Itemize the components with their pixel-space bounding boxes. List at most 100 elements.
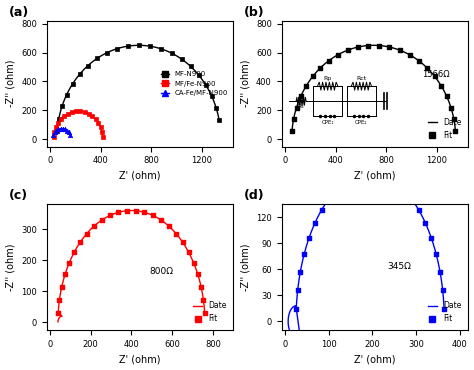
- Point: [288, 128, 296, 134]
- Point: [51, 130, 58, 135]
- Point: [85, 111, 92, 117]
- Point: [83, 231, 91, 236]
- Point: [301, 251, 308, 257]
- Point: [76, 71, 83, 77]
- Point: [68, 109, 76, 115]
- Point: [371, 171, 379, 177]
- Point: [89, 113, 96, 119]
- Point: [208, 93, 215, 99]
- Legend: MF-N900, MF/Fe-N900, CA-Fe/MF-N900: MF-N900, MF/Fe-N900, CA-Fe/MF-N900: [159, 69, 230, 98]
- Point: [311, 220, 319, 226]
- Y-axis label: -Z'' (ohm): -Z'' (ohm): [6, 243, 16, 291]
- Point: [136, 42, 143, 48]
- Point: [381, 174, 388, 180]
- Point: [443, 94, 450, 100]
- Point: [56, 297, 64, 303]
- Point: [81, 109, 89, 115]
- Point: [447, 105, 455, 111]
- Text: 1566Ω: 1566Ω: [422, 70, 449, 79]
- Point: [415, 206, 422, 212]
- Point: [317, 65, 324, 71]
- Point: [146, 43, 154, 49]
- Point: [52, 124, 60, 130]
- Point: [65, 130, 73, 135]
- Point: [325, 58, 333, 64]
- Point: [64, 111, 72, 117]
- Point: [60, 113, 68, 119]
- Point: [93, 56, 101, 61]
- Point: [297, 94, 304, 100]
- Point: [290, 116, 297, 122]
- Point: [115, 209, 122, 215]
- Text: (a): (a): [9, 6, 29, 19]
- Point: [390, 179, 398, 185]
- Point: [55, 310, 62, 316]
- Point: [69, 81, 76, 87]
- Point: [67, 132, 74, 138]
- Point: [55, 120, 62, 126]
- Point: [64, 128, 71, 134]
- Point: [57, 117, 64, 122]
- Point: [431, 74, 438, 80]
- Point: [63, 92, 71, 98]
- Point: [125, 43, 132, 49]
- Point: [407, 195, 415, 201]
- Point: [202, 82, 210, 88]
- X-axis label: Z' (ohm): Z' (ohm): [354, 354, 396, 364]
- Point: [157, 217, 165, 223]
- X-axis label: Z' (ohm): Z' (ohm): [119, 171, 161, 181]
- Point: [438, 83, 445, 89]
- Point: [302, 83, 310, 89]
- Point: [98, 129, 106, 135]
- Point: [165, 223, 173, 229]
- Point: [190, 260, 197, 266]
- Text: 345Ω: 345Ω: [388, 262, 411, 272]
- X-axis label: Z' (ohm): Z' (ohm): [354, 171, 396, 181]
- Y-axis label: -Z'' (ohm): -Z'' (ohm): [240, 60, 250, 107]
- Y-axis label: -Z'' (ohm): -Z'' (ohm): [6, 60, 16, 107]
- Point: [51, 129, 58, 135]
- Point: [292, 306, 300, 312]
- Point: [201, 310, 209, 316]
- Point: [200, 297, 207, 303]
- Point: [215, 117, 223, 123]
- Point: [415, 58, 422, 64]
- Point: [168, 50, 175, 56]
- Point: [344, 47, 352, 53]
- Point: [293, 105, 301, 111]
- Point: [197, 284, 205, 290]
- Point: [61, 272, 69, 278]
- Point: [103, 50, 111, 56]
- Point: [365, 43, 372, 48]
- Point: [305, 235, 313, 241]
- Point: [185, 249, 192, 255]
- Point: [362, 171, 369, 177]
- Point: [58, 103, 66, 109]
- Point: [149, 212, 157, 218]
- Point: [178, 56, 185, 62]
- Point: [179, 239, 186, 245]
- Point: [195, 72, 202, 78]
- Point: [95, 120, 102, 126]
- Point: [55, 126, 62, 132]
- Point: [334, 52, 342, 58]
- Point: [375, 43, 383, 48]
- Point: [428, 235, 435, 241]
- X-axis label: Z' (ohm): Z' (ohm): [119, 354, 161, 364]
- Point: [396, 47, 403, 53]
- Point: [84, 63, 91, 69]
- Point: [77, 108, 84, 114]
- Point: [71, 249, 78, 255]
- Point: [318, 206, 326, 212]
- Point: [97, 124, 104, 130]
- Point: [399, 186, 406, 192]
- Point: [212, 105, 220, 111]
- Point: [172, 231, 180, 236]
- Point: [157, 46, 165, 52]
- Point: [62, 126, 69, 132]
- Point: [452, 128, 459, 134]
- Point: [309, 74, 317, 80]
- Point: [187, 64, 194, 70]
- Point: [436, 269, 444, 275]
- Point: [55, 115, 63, 121]
